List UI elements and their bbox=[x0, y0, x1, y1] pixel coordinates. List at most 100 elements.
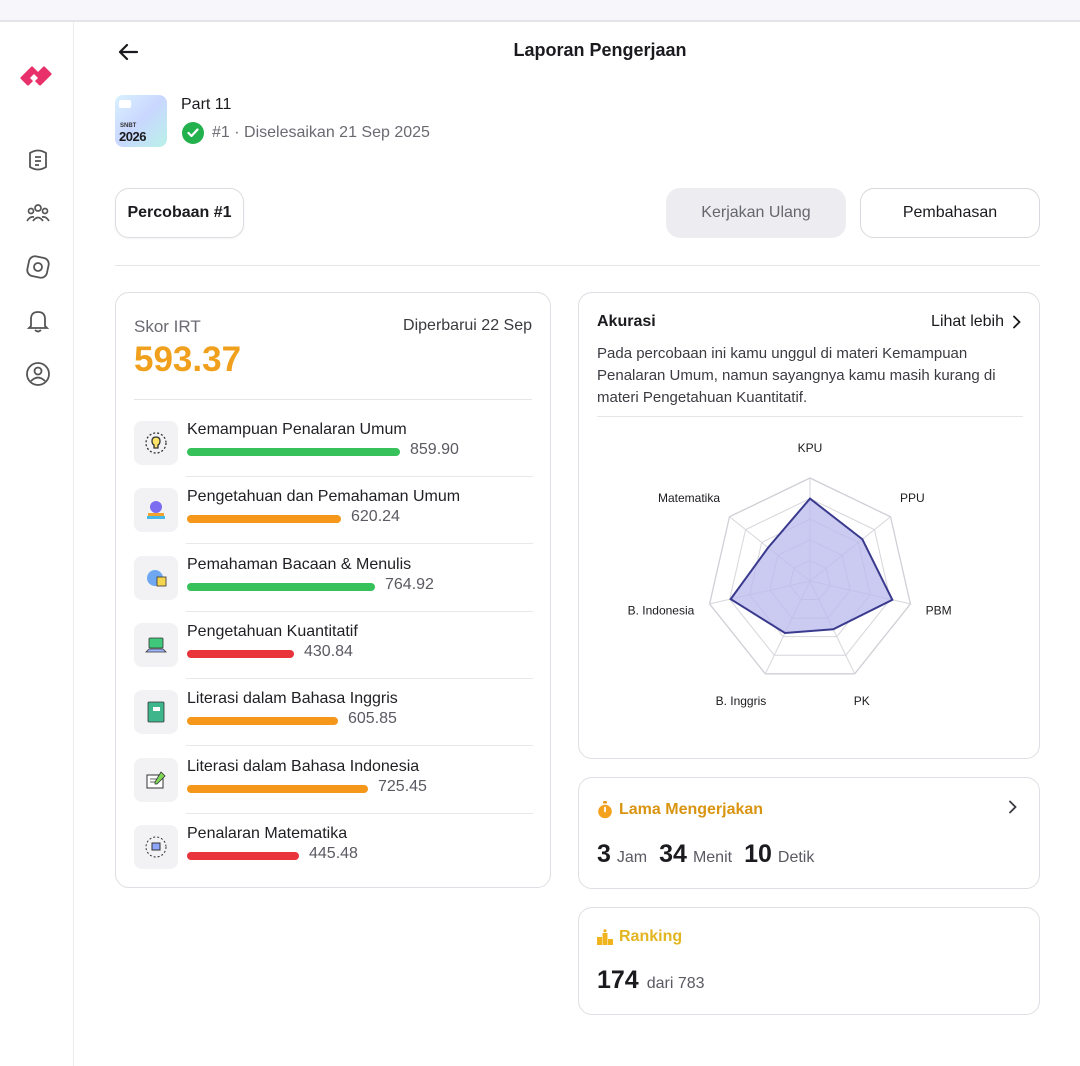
accuracy-description: Pada percobaan ini kamu unggul di materi… bbox=[597, 345, 996, 406]
radar-axis-label: B. Inggris bbox=[716, 694, 767, 708]
exam-meta: #1 · Diselesaikan 21 Sep 2025 bbox=[182, 122, 430, 144]
subject-score-bar bbox=[187, 582, 375, 591]
window-top-strip bbox=[0, 0, 1080, 22]
ranking-title-text: Ranking bbox=[619, 928, 683, 945]
radar-axis-label: PK bbox=[854, 694, 870, 708]
subject-score-value: 620.24 bbox=[351, 508, 400, 526]
review-button[interactable]: Pembahasan bbox=[860, 188, 1040, 238]
duration-hours: 3 bbox=[597, 840, 611, 868]
ranking-total: dari 783 bbox=[646, 975, 705, 992]
radar-grid-ring bbox=[708, 477, 912, 675]
subject-score-value: 764.92 bbox=[385, 575, 434, 593]
accuracy-title: Akurasi bbox=[597, 313, 656, 330]
subject-score-value: 859.90 bbox=[410, 441, 459, 458]
completed-check-icon bbox=[182, 122, 204, 144]
subject-row-kemampuan-penalaran-umum: Kemampuan Penalaran Umum 859.90 bbox=[134, 421, 534, 481]
sidebar bbox=[0, 22, 74, 1066]
duration-hours-unit: Jam bbox=[616, 849, 648, 866]
accuracy-radar-chart: KPU PPU PBM PK B. Inggris B. Indonesia Matemat… bbox=[628, 441, 952, 708]
subject-row-pengetahuan-dan-pemahaman-umum: Pengetahuan dan Pemahaman Umum 620.24 bbox=[134, 488, 534, 548]
duration-seconds-unit: Detik bbox=[777, 849, 815, 866]
subject-name: Pengetahuan Kuantitatif bbox=[187, 622, 358, 640]
subject-score-bar bbox=[187, 851, 299, 860]
subject-row-literasi-dalam-bahasa-inggris: Literasi dalam Bahasa Inggris 605.85 bbox=[134, 690, 534, 750]
reading-icon bbox=[134, 555, 178, 600]
subject-name: Literasi dalam Bahasa Indonesia bbox=[187, 757, 420, 775]
radar-grid-ring bbox=[729, 498, 891, 656]
see-more-link[interactable]: Lihat lebih bbox=[931, 313, 1021, 331]
radar-axis-label: Matematika bbox=[658, 491, 720, 505]
score-divider bbox=[134, 399, 532, 400]
podium-icon bbox=[597, 929, 613, 945]
writing-icon bbox=[134, 757, 178, 802]
back-arrow-icon[interactable] bbox=[114, 38, 142, 66]
subject-name: Kemampuan Penalaran Umum bbox=[187, 421, 407, 438]
thumbnail-mini-badge bbox=[119, 100, 131, 108]
exam-thumbnail: SNBT 2026 bbox=[115, 95, 167, 147]
book-icon bbox=[134, 690, 178, 735]
radar-axis-label: PPU bbox=[900, 491, 925, 505]
math-head-icon bbox=[134, 824, 178, 869]
radar-axis-label: PBM bbox=[926, 604, 952, 618]
subject-name: Penalaran Matematika bbox=[187, 824, 348, 842]
duration-seconds: 10 bbox=[744, 840, 772, 868]
subject-divider bbox=[186, 677, 533, 679]
subject-row-literasi-dalam-bahasa-indonesia: Literasi dalam Bahasa Indonesia 725.45 bbox=[134, 757, 534, 818]
lightbulb-icon bbox=[134, 421, 178, 465]
nav-explore-icon[interactable] bbox=[24, 253, 52, 281]
subject-score-bar bbox=[187, 649, 294, 658]
subject-row-penalaran-matematika: Penalaran Matematika 445.48 bbox=[134, 824, 534, 885]
accuracy-divider bbox=[597, 416, 1023, 417]
duration-card[interactable]: Lama Mengerjakan 3 Jam 34 Menit 10 Detik bbox=[578, 777, 1040, 889]
see-more-label: Lihat lebih bbox=[931, 313, 1004, 330]
ranking-position: 174 bbox=[597, 966, 639, 994]
duration-chevron-right-icon[interactable] bbox=[1008, 800, 1017, 819]
subject-score-bar bbox=[187, 515, 341, 524]
stopwatch-icon bbox=[598, 801, 612, 819]
app-logo[interactable] bbox=[18, 60, 54, 92]
subject-name: Pengetahuan dan Pemahaman Umum bbox=[187, 488, 461, 506]
subject-name: Pemahaman Bacaan & Menulis bbox=[187, 555, 412, 573]
radar-data-polygon bbox=[729, 497, 894, 634]
accuracy-card: Akurasi Lihat lebih Pada percobaan ini k… bbox=[578, 292, 1040, 759]
subject-row-pengetahuan-kuantitatif: Pengetahuan Kuantitatif 430.84 bbox=[134, 622, 534, 683]
subject-score-value: 445.48 bbox=[309, 844, 358, 862]
duration-minutes-unit: Menit bbox=[692, 849, 733, 866]
page-title: Laporan Pengerjaan bbox=[513, 40, 687, 60]
attempt-selector-button[interactable]: Percobaan #1 bbox=[115, 188, 244, 238]
nav-community-icon[interactable] bbox=[24, 200, 52, 228]
subject-score-bar bbox=[187, 784, 368, 793]
thumbnail-label: SNBT bbox=[120, 123, 137, 129]
radar-axis-label: B. Indonesia bbox=[628, 604, 695, 618]
radar-axis-label: KPU bbox=[798, 441, 823, 455]
chevron-right-icon bbox=[1013, 315, 1021, 329]
subject-name: Literasi dalam Bahasa Inggris bbox=[187, 690, 398, 708]
nav-learn-icon[interactable] bbox=[24, 146, 52, 174]
score-updated: Diperbarui 22 Sep bbox=[403, 317, 532, 334]
laptop-icon bbox=[134, 622, 178, 667]
score-label: Skor IRT bbox=[134, 317, 201, 336]
globe-book-icon bbox=[134, 488, 178, 533]
nav-notification-bell-icon[interactable] bbox=[24, 307, 52, 335]
subject-divider bbox=[186, 543, 533, 545]
subject-divider bbox=[186, 812, 533, 814]
exam-title: Part 11 bbox=[181, 96, 232, 113]
subject-divider bbox=[186, 745, 533, 747]
subject-score-bar bbox=[187, 448, 400, 456]
irt-score-card: Skor IRT Diperbarui 22 Sep 593.37 Kemamp… bbox=[115, 292, 551, 888]
subject-score-value: 605.85 bbox=[348, 710, 397, 728]
exam-meta-text: #1 · Diselesaikan 21 Sep 2025 bbox=[212, 124, 430, 141]
duration-title: Lama Mengerjakan bbox=[597, 801, 763, 819]
retry-button[interactable]: Kerjakan Ulang bbox=[666, 188, 846, 238]
duration-value: 3 Jam 34 Menit 10 Detik bbox=[597, 840, 820, 869]
subject-score-value: 725.45 bbox=[378, 777, 427, 795]
subject-row-pemahaman-bacaan-menulis: Pemahaman Bacaan & Menulis 764.92 bbox=[134, 555, 534, 616]
duration-minutes: 34 bbox=[659, 840, 687, 868]
subject-divider bbox=[186, 476, 533, 477]
ranking-value: 174 dari 783 bbox=[597, 966, 705, 995]
section-divider bbox=[115, 265, 1040, 266]
ranking-title: Ranking bbox=[597, 928, 682, 946]
nav-profile-icon[interactable] bbox=[24, 360, 52, 388]
subject-score-bar bbox=[187, 717, 338, 726]
ranking-card: Ranking 174 dari 783 bbox=[578, 907, 1040, 1015]
